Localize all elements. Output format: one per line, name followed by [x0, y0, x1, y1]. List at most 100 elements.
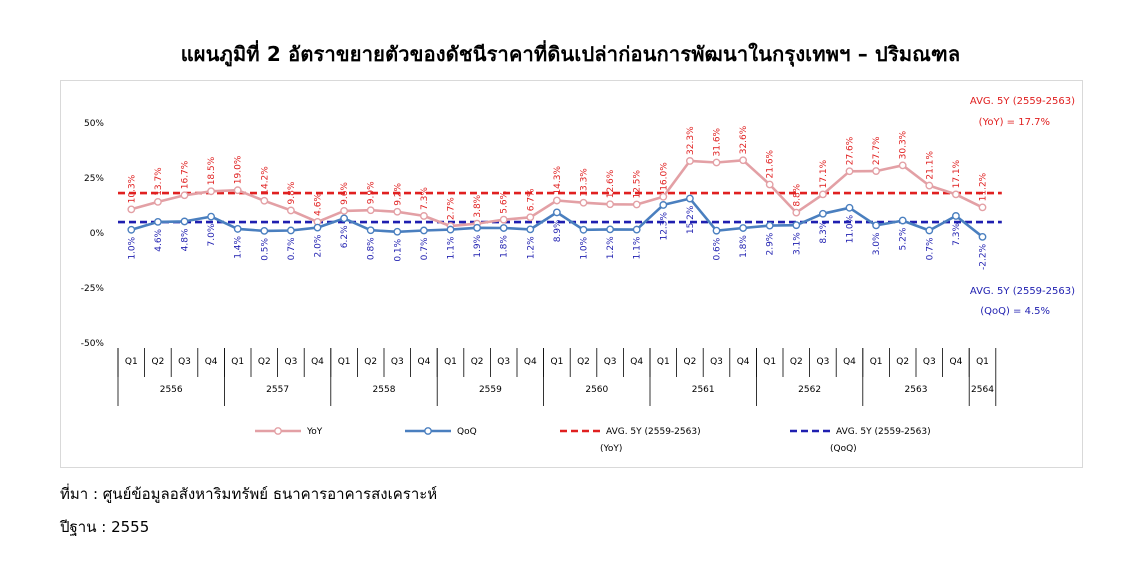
data-point	[978, 232, 987, 241]
data-point	[765, 180, 774, 189]
quarter-label: Q1	[550, 357, 563, 367]
data-point	[233, 186, 242, 195]
yoy-data-label: 14.3%	[553, 166, 563, 195]
yoy-data-label: 19.0%	[234, 155, 244, 184]
quarter-label: Q3	[604, 357, 617, 367]
yoy-data-label: 16.7%	[181, 160, 191, 189]
qoq-data-label: 0.7%	[925, 237, 935, 260]
data-point	[978, 203, 987, 212]
line-chart: 50% 25% 0% -25% -50% AVG. 5Y (2559-2563) (YoY…	[81, 96, 1075, 454]
qoq-data-label: 0.6%	[713, 237, 723, 260]
yoy-data-label: 14.2%	[260, 166, 270, 195]
data-point	[180, 217, 189, 226]
data-point	[765, 221, 774, 230]
quarter-label: Q3	[816, 357, 829, 367]
data-point	[526, 213, 535, 222]
yoy-data-label: 13.3%	[580, 168, 590, 197]
qoq-data-label: 2.9%	[766, 232, 776, 255]
legend-label: QoQ	[457, 427, 477, 437]
data-point	[366, 226, 375, 235]
base-year-note: ปีฐาน : 2555	[60, 518, 150, 536]
yoy-data-label: 21.1%	[925, 151, 935, 180]
yoy-data-label: 9.8%	[287, 181, 297, 204]
average-annotation: AVG. 5Y (2559-2563)	[970, 96, 1075, 107]
quarter-label: Q4	[843, 357, 856, 367]
yoy-data-label: 27.7%	[872, 136, 882, 165]
qoq-data-label: 4.8%	[181, 228, 191, 251]
data-point	[606, 200, 614, 209]
quarter-label: Q1	[444, 357, 457, 367]
data-point	[366, 206, 375, 215]
average-annotation: (YoY) = 17.7%	[979, 117, 1050, 128]
quarter-label: Q2	[471, 357, 484, 367]
qoq-data-label: 6.2%	[340, 225, 350, 248]
data-point	[207, 212, 216, 221]
qoq-data-label: 11.0%	[846, 214, 856, 243]
data-point	[659, 192, 668, 201]
data-point	[260, 226, 269, 235]
quarter-label: Q2	[896, 357, 909, 367]
chart-frame	[60, 80, 1083, 468]
quarter-label: Q4	[524, 357, 537, 367]
year-label: 2560	[585, 385, 608, 395]
quarter-label: Q1	[125, 357, 138, 367]
data-point	[952, 212, 960, 220]
yoy-data-label: 30.3%	[899, 130, 909, 159]
data-point	[552, 208, 561, 217]
yoy-data-label: 2.7%	[447, 197, 457, 220]
data-point	[154, 197, 162, 206]
legend-label: (YoY)	[600, 444, 622, 454]
data-point	[952, 190, 960, 199]
qoq-data-label: 5.2%	[899, 227, 909, 250]
qoq-data-label: 3.1%	[792, 232, 802, 255]
yoy-data-label: 32.6%	[739, 125, 749, 154]
average-annotation: (QoQ) = 4.5%	[980, 306, 1050, 317]
data-point	[739, 224, 747, 232]
data-point	[446, 225, 455, 234]
qoq-data-label: 0.1%	[393, 238, 403, 261]
data-point	[792, 208, 801, 217]
data-point	[526, 225, 535, 234]
data-point	[419, 212, 428, 220]
quarter-label: Q2	[683, 357, 696, 367]
qoq-data-label: 8.3%	[819, 220, 829, 243]
qoq-data-label: 15.2%	[686, 205, 696, 234]
quarter-label: Q3	[284, 357, 297, 367]
yoy-data-label: 21.6%	[766, 149, 776, 178]
data-point	[872, 167, 880, 175]
yoy-data-label: 7.3%	[420, 187, 430, 210]
yoy-data-label: 9.9%	[367, 181, 377, 204]
data-point	[792, 221, 801, 230]
data-point	[499, 215, 508, 224]
yoy-data-label: 32.3%	[686, 126, 696, 155]
qoq-data-label: 1.4%	[234, 235, 244, 258]
data-point	[579, 198, 588, 207]
legend-label: YoY	[306, 427, 323, 437]
data-point	[154, 217, 162, 226]
qoq-data-label: 4.6%	[154, 228, 164, 251]
year-label: 2561	[692, 385, 715, 395]
yoy-data-label: 13.7%	[154, 167, 164, 196]
x-axis: Q1 Q2 Q3 Q4 Q1 Q2 Q3 Q4 Q1 Q2 Q3 Q4 Q1 Q2 Q3 Q4 Q1 Q2 Q3 Q4…	[117, 348, 997, 406]
yoy-data-label: 6.7%	[526, 188, 536, 211]
data-point	[686, 194, 694, 203]
quarter-label: Q4	[630, 357, 643, 367]
data-point	[286, 226, 295, 235]
qoq-data-label: 1.2%	[606, 236, 616, 259]
quarter-label: Q2	[577, 357, 590, 367]
quarter-label: Q2	[790, 357, 803, 367]
yoy-data-label: 9.2%	[393, 182, 403, 205]
yoy-data-label: 31.6%	[713, 127, 723, 156]
data-point	[473, 223, 481, 232]
chart-title: แผนภูมิที่ 2 อัตราขยายตัวของดัชนีราคาที่…	[180, 42, 961, 66]
quarter-label: Q3	[391, 357, 404, 367]
quarter-label: Q3	[178, 357, 191, 367]
qoq-data-label: 2.0%	[314, 234, 324, 257]
data-point	[925, 226, 934, 235]
data-point	[340, 206, 348, 215]
qoq-data-label: 0.8%	[367, 237, 377, 260]
y-tick-label: 0%	[90, 229, 105, 239]
legend-swatch	[424, 427, 432, 435]
quarter-label: Q2	[364, 357, 377, 367]
qoq-data-label: 12.3%	[659, 211, 669, 240]
